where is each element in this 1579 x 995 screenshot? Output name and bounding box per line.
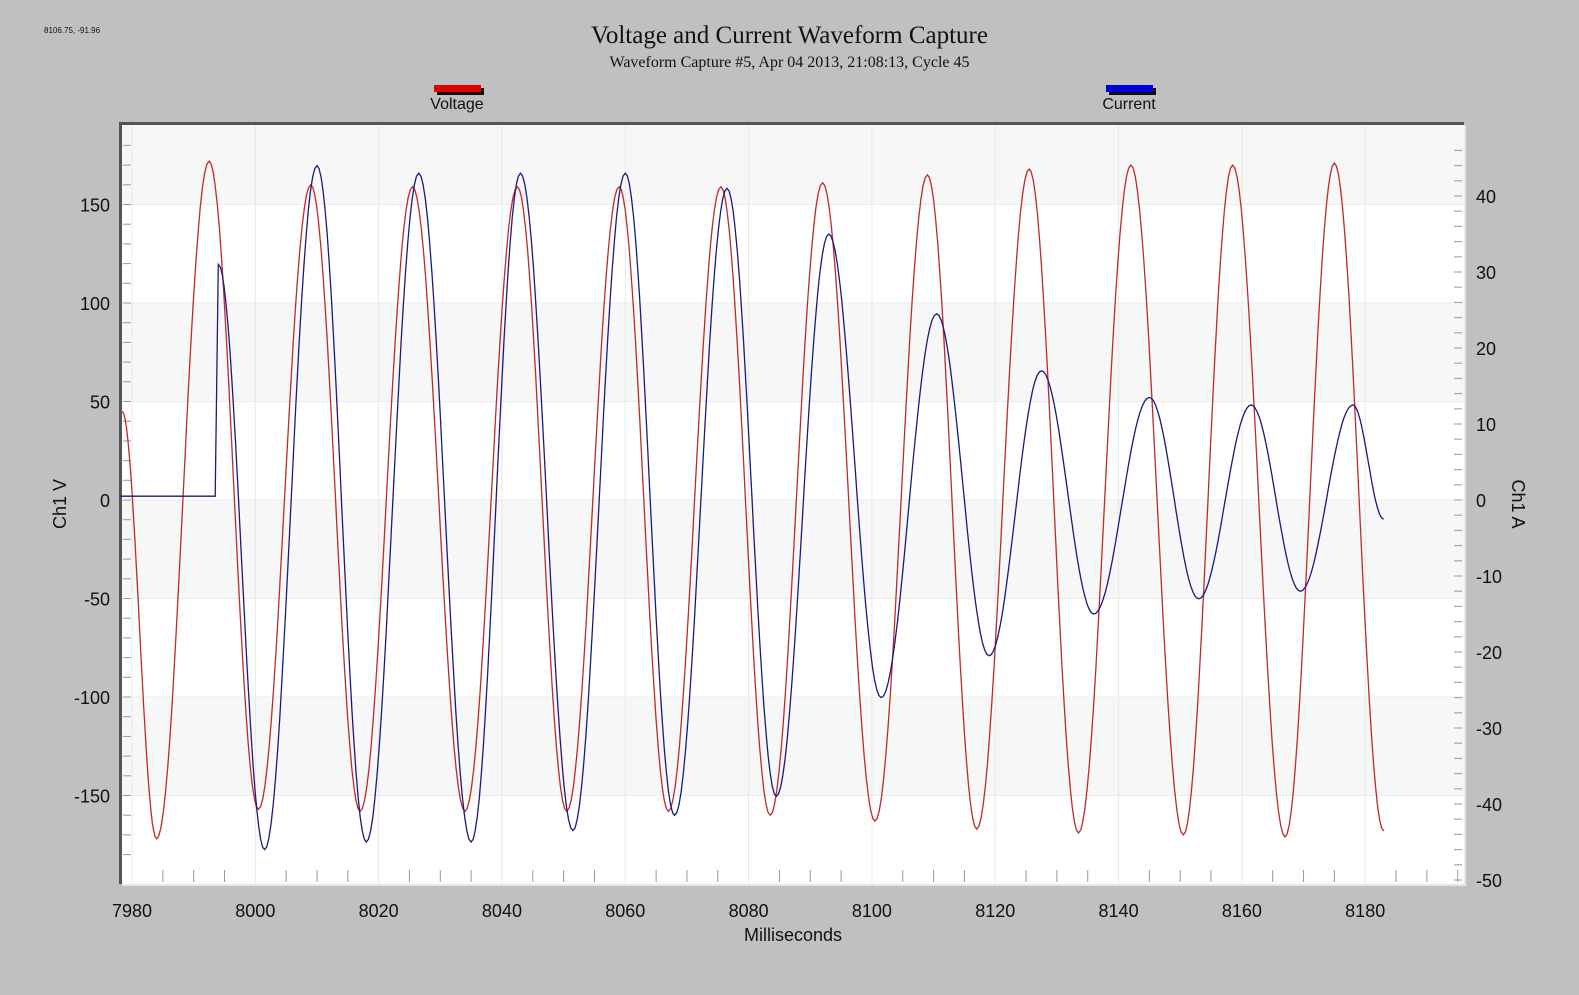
svg-text:10: 10 (1476, 415, 1496, 435)
svg-text:8100: 8100 (852, 901, 892, 921)
plot-frame (119, 122, 1466, 886)
legend-item-voltage[interactable]: Voltage (426, 85, 488, 114)
svg-text:8060: 8060 (605, 901, 645, 921)
cursor-readout: 8106.75, -91.96 (44, 26, 101, 35)
current-swatch-icon (1105, 85, 1153, 92)
legend-label-current: Current (1102, 96, 1156, 113)
svg-text:150: 150 (80, 196, 110, 216)
legend-label-voltage: Voltage (430, 96, 484, 113)
svg-text:8000: 8000 (235, 901, 275, 921)
svg-text:50: 50 (90, 393, 110, 413)
voltage-series-line (121, 160, 1385, 840)
svg-text:8040: 8040 (482, 901, 522, 921)
voltage-swatch-icon (433, 85, 481, 92)
svg-text:7980: 7980 (112, 901, 152, 921)
svg-text:-150: -150 (74, 787, 110, 807)
svg-text:-30: -30 (1476, 719, 1502, 739)
axis-labels: 7980 8000 8020 8040 8060 8080 8100 8120 8140 8160… (74, 187, 1502, 921)
svg-text:30: 30 (1476, 263, 1496, 283)
svg-text:100: 100 (80, 294, 110, 314)
svg-text:-10: -10 (1476, 567, 1502, 587)
chart-subtitle: Waveform Capture #5, Apr 04 2013, 21:08:… (609, 54, 970, 71)
svg-text:8080: 8080 (729, 901, 769, 921)
svg-text:8160: 8160 (1222, 901, 1262, 921)
svg-text:-20: -20 (1476, 643, 1502, 663)
current-series-line (119, 164, 1384, 851)
svg-text:8140: 8140 (1099, 901, 1139, 921)
svg-text:8020: 8020 (359, 901, 399, 921)
y-axis-left-title: Ch1 V (50, 479, 70, 529)
svg-text:-50: -50 (84, 590, 110, 610)
chart-title: Voltage and Current Waveform Capture (591, 22, 988, 49)
svg-text:20: 20 (1476, 339, 1496, 359)
svg-text:0: 0 (100, 491, 110, 511)
y-axis-right-title: Ch1 A (1508, 479, 1528, 528)
svg-text:40: 40 (1476, 187, 1496, 207)
svg-text:8120: 8120 (975, 901, 1015, 921)
svg-text:-100: -100 (74, 688, 110, 708)
x-axis-title: Milliseconds (744, 925, 842, 945)
svg-text:-50: -50 (1476, 871, 1502, 891)
svg-text:-40: -40 (1476, 795, 1502, 815)
svg-text:0: 0 (1476, 491, 1486, 511)
legend-item-current[interactable]: Current (1098, 85, 1160, 114)
axis-ticks (123, 144, 1462, 882)
svg-text:8180: 8180 (1345, 901, 1385, 921)
